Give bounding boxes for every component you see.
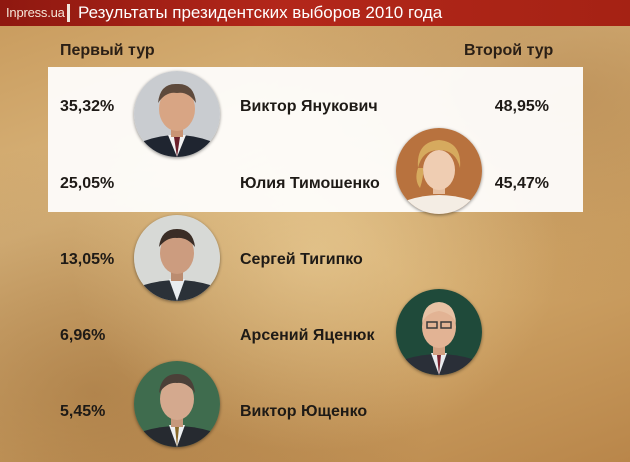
candidate-name: Виктор Янукович [240,98,378,115]
candidate-photo [396,128,482,214]
first-round-header: Первый тур [60,42,155,59]
table-row: 25,05% Юлия Тимошенко 45,47% [0,165,630,205]
first-round-value: 35,32% [60,98,115,115]
candidate-name: Виктор Ющенко [240,403,368,420]
second-round-header: Второй тур [464,42,554,59]
table-row: 35,32% Виктор Янукович 48,95% [0,88,630,128]
candidate-name: Сергей Тигипко [240,251,363,268]
table-row: 5,45% Виктор Ющенко [0,393,630,433]
first-round-value: 5,45% [60,403,106,420]
table-row: 13,05% Сергей Тигипко [0,241,630,281]
candidate-photo [134,71,220,157]
candidate-name: Арсений Яценюк [240,327,375,344]
table-row: 6,96% Арсений Яценюк [0,317,630,357]
runoff-highlight-panel [48,67,583,212]
candidate-name: Юлия Тимошенко [240,175,380,192]
candidate-photo [396,289,482,375]
header-bar: Inpress.ua Результаты президентских выбо… [0,0,630,26]
second-round-value: 48,95% [494,98,549,115]
candidate-photo [134,361,220,447]
first-round-value: 13,05% [60,251,115,268]
first-round-value: 25,05% [60,175,115,192]
second-round-value: 45,47% [494,175,549,192]
candidate-photo [134,215,220,301]
site-logo[interactable]: Inpress.ua [6,5,65,20]
first-round-value: 6,96% [60,327,106,344]
header-separator [67,4,70,22]
page-title: Результаты президентских выборов 2010 го… [78,3,443,22]
